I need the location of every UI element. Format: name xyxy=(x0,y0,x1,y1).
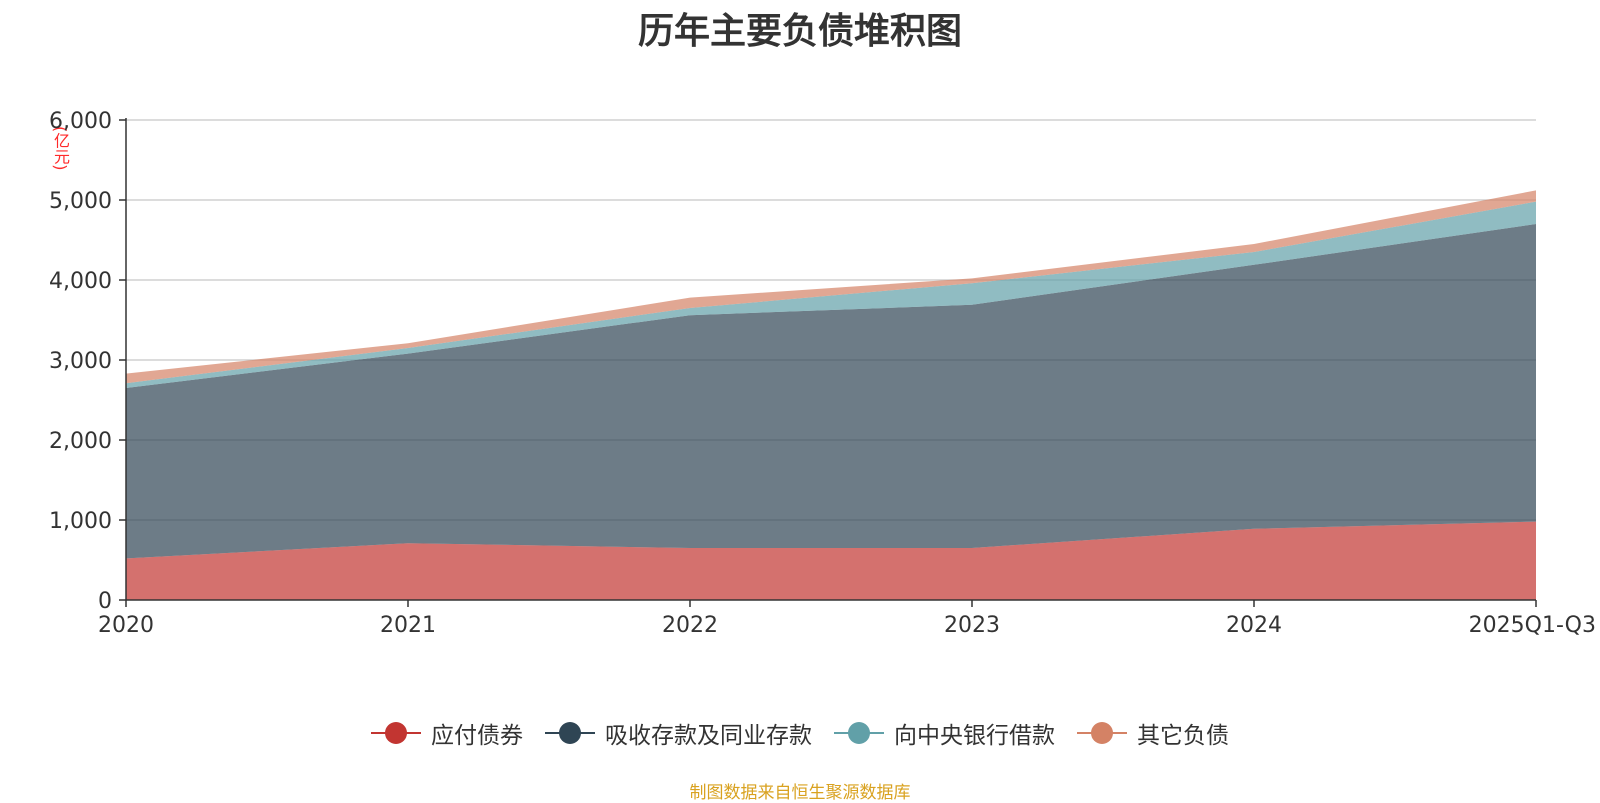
legend-item-0[interactable]: 应付债券 xyxy=(371,716,523,750)
x-tick-label-2: 2022 xyxy=(662,613,718,638)
y-tick-label-6: 6,000 xyxy=(49,109,112,134)
legend-item-3[interactable]: 其它负债 xyxy=(1077,716,1229,750)
legend-marker-icon xyxy=(1077,719,1127,747)
y-tick-label-0: 0 xyxy=(98,589,112,614)
area-series-3 xyxy=(126,190,1536,384)
y-tick-label-4: 4,000 xyxy=(49,269,112,294)
x-tick-label-4: 2024 xyxy=(1226,613,1282,638)
x-tick-label-3: 2023 xyxy=(944,613,1000,638)
area-series-2 xyxy=(126,201,1536,388)
legend-marker-icon xyxy=(371,719,421,747)
x-tick-label-0: 2020 xyxy=(98,613,154,638)
legend-label: 应付债券 xyxy=(431,723,523,749)
y-tick-label-5: 5,000 xyxy=(49,189,112,214)
legend-marker-icon xyxy=(834,719,884,747)
y-tick-label-2: 2,000 xyxy=(49,429,112,454)
x-tick-label-5: 2025Q1-Q3 xyxy=(1469,613,1596,638)
x-tick-label-1: 2021 xyxy=(380,613,436,638)
area-series-0 xyxy=(126,521,1536,600)
y-axis-unit-label: (亿元) xyxy=(51,126,70,171)
y-tick-label-3: 3,000 xyxy=(49,349,112,374)
legend: 应付债券 吸收存款及同业存款 向中央银行借款 其它负债 xyxy=(0,716,1600,750)
legend-label: 向中央银行借款 xyxy=(894,723,1055,749)
legend-marker-icon xyxy=(545,719,595,747)
y-tick-label-1: 1,000 xyxy=(49,509,112,534)
legend-label: 吸收存款及同业存款 xyxy=(605,723,812,749)
legend-label: 其它负债 xyxy=(1137,723,1229,749)
legend-item-1[interactable]: 吸收存款及同业存款 xyxy=(545,716,812,750)
data-source-note: 制图数据来自恒生聚源数据库 xyxy=(689,783,911,803)
area-series-1 xyxy=(126,224,1536,559)
legend-item-2[interactable]: 向中央银行借款 xyxy=(834,716,1055,750)
axes: 0 1,000 2,000 3,000 4,000 5,000 6,000 2020 2021 2… xyxy=(49,109,1596,638)
chart-title: 历年主要负债堆积图 xyxy=(637,11,962,52)
stacked-area-chart: 0 1,000 2,000 3,000 4,000 5,000 6,000 2020 2021 2… xyxy=(49,109,1596,638)
area-series xyxy=(126,190,1536,600)
